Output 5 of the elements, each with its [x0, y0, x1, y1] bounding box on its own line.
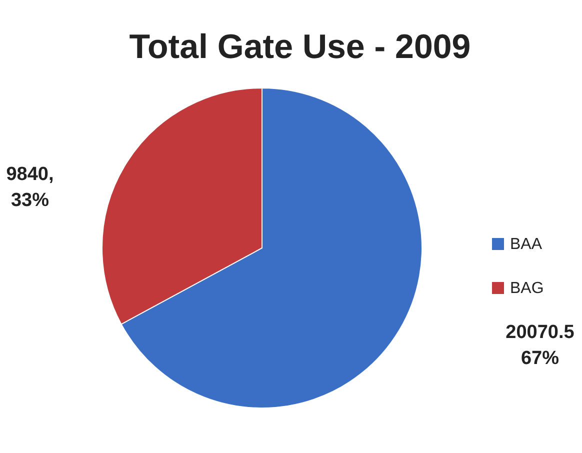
legend-label: BAA [510, 236, 542, 253]
legend-label: BAG [510, 280, 544, 297]
data-label: 20070.5 67% [506, 322, 575, 369]
data-label: 9840, 33% [6, 164, 54, 211]
chart-title: Total Gate Use - 2009 [129, 28, 471, 66]
